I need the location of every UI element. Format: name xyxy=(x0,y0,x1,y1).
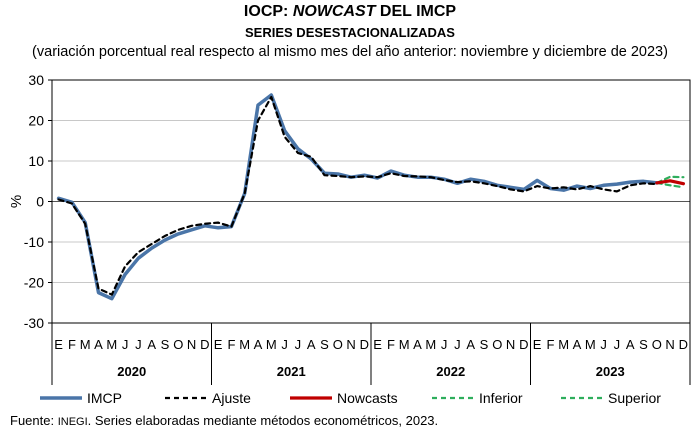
legend-label-inferior: Inferior xyxy=(479,390,523,406)
x-tick-label: J xyxy=(600,337,607,352)
y-axis: 30 20 10 0 -10 -20 -30% xyxy=(8,72,52,331)
legend-label-ajuste: Ajuste xyxy=(212,390,251,406)
x-tick-label: A xyxy=(94,337,103,352)
x-tick-label: N xyxy=(346,337,355,352)
x-tick-label: D xyxy=(200,337,209,352)
y-tick-label: 20 xyxy=(28,113,44,129)
x-tick-label: F xyxy=(227,337,235,352)
x-tick-label: M xyxy=(239,337,250,352)
year-label: 2021 xyxy=(277,364,306,379)
y-tick-label: -10 xyxy=(24,234,44,250)
x-tick-label: M xyxy=(106,337,117,352)
x-tick-label: A xyxy=(254,337,263,352)
chart-note: (variación porcentual real respecto al m… xyxy=(32,44,668,60)
x-tick-label: M xyxy=(266,337,277,352)
series-nowcasts xyxy=(655,179,686,186)
y-axis-label: % xyxy=(8,195,25,208)
x-tick-label: O xyxy=(652,337,662,352)
chart-title: IOCP: NOWCAST DEL IMCP xyxy=(243,3,457,20)
x-tick-label: E xyxy=(373,337,382,352)
x-tick-label: J xyxy=(295,337,302,352)
x-tick-label: O xyxy=(333,337,343,352)
x-tick-label: M xyxy=(399,337,410,352)
year-label: 2022 xyxy=(436,364,465,379)
x-tick-label: J xyxy=(122,337,129,352)
year-label: 2020 xyxy=(117,364,146,379)
x-tick-label: J xyxy=(441,337,448,352)
x-tick-label: D xyxy=(360,337,369,352)
y-tick-label: -30 xyxy=(24,315,44,331)
series-ajuste xyxy=(57,95,658,296)
legend-label-nowcasts: Nowcasts xyxy=(337,390,398,406)
x-tick-label: M xyxy=(80,337,91,352)
x-tick-label: D xyxy=(519,337,528,352)
x-tick-label: E xyxy=(533,337,542,352)
x-tick-label: A xyxy=(573,337,582,352)
y-tick-label: 0 xyxy=(36,194,44,210)
x-tick-label: J xyxy=(614,337,621,352)
x-tick-label: E xyxy=(54,337,63,352)
x-tick-label: J xyxy=(135,337,142,352)
x-tick-label: F xyxy=(546,337,554,352)
x-tick-label: A xyxy=(413,337,422,352)
x-tick-label: A xyxy=(147,337,156,352)
source-note: Fuente: INEGI. Series elaboradas mediant… xyxy=(10,413,439,428)
x-tick-label: A xyxy=(307,337,316,352)
x-tick-label: A xyxy=(466,337,475,352)
x-tick-label: D xyxy=(679,337,688,352)
x-tick-label: M xyxy=(558,337,569,352)
y-tick-label: 30 xyxy=(28,72,44,88)
legend-label-superior: Superior xyxy=(608,390,661,406)
x-tick-label: J xyxy=(281,337,288,352)
x-tick-label: N xyxy=(665,337,674,352)
grid-lines xyxy=(52,79,690,324)
x-tick-label: A xyxy=(626,337,635,352)
x-tick-label: N xyxy=(506,337,515,352)
x-tick-label: N xyxy=(187,337,196,352)
x-tick-label: O xyxy=(492,337,502,352)
chart-subtitle: SERIES DESESTACIONALIZADAS xyxy=(245,25,455,40)
series-lines xyxy=(56,93,686,301)
y-tick-label: -20 xyxy=(24,275,44,291)
x-tick-label: E xyxy=(214,337,223,352)
legend-label-imcp: IMCP xyxy=(87,390,122,406)
x-tick-label: S xyxy=(639,337,648,352)
x-tick-label: O xyxy=(173,337,183,352)
y-tick-label: 10 xyxy=(28,153,44,169)
x-tick-label: J xyxy=(454,337,461,352)
year-label: 2023 xyxy=(596,364,625,379)
series-imcp xyxy=(56,93,659,301)
x-tick-label: S xyxy=(161,337,170,352)
x-tick-label: M xyxy=(425,337,436,352)
legend: IMCP Ajuste Nowcasts Inferior Superior xyxy=(40,390,661,406)
x-tick-label: F xyxy=(387,337,395,352)
x-tick-label: F xyxy=(68,337,76,352)
x-tick-label: M xyxy=(585,337,596,352)
x-tick-label: S xyxy=(480,337,489,352)
x-tick-label: S xyxy=(320,337,329,352)
